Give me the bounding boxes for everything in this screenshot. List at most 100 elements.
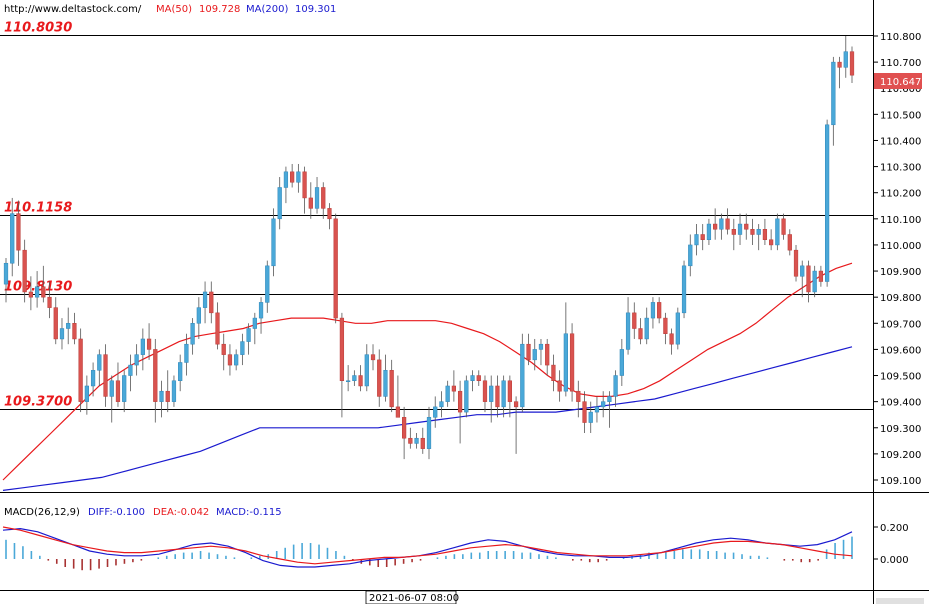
candle-body	[526, 343, 531, 361]
candle	[812, 265, 817, 298]
candle	[619, 338, 624, 386]
candle-body	[252, 317, 257, 329]
candle-body	[594, 406, 600, 413]
candle-body	[414, 437, 419, 444]
candle	[725, 208, 730, 235]
candle	[688, 234, 693, 277]
candle	[843, 36, 848, 78]
candle-body	[389, 370, 394, 408]
candle-body	[619, 349, 624, 376]
candle	[719, 213, 724, 240]
candle	[588, 401, 593, 433]
candle-body	[339, 317, 345, 382]
candle	[265, 260, 270, 313]
candle-body	[719, 218, 724, 230]
candle-body	[308, 197, 313, 209]
candle	[196, 297, 201, 339]
candle	[532, 338, 537, 371]
candle	[433, 396, 438, 428]
candle	[90, 362, 96, 397]
candle	[78, 328, 83, 413]
candle-body	[402, 417, 407, 439]
candle	[762, 218, 768, 245]
candle	[638, 318, 643, 345]
candles	[3, 36, 855, 460]
candle	[47, 281, 52, 319]
candle	[482, 375, 488, 413]
candle	[451, 370, 456, 402]
candle	[271, 208, 276, 277]
macd-tick-label: 0.200	[880, 523, 909, 534]
candle	[346, 365, 351, 392]
candle	[414, 432, 419, 449]
macd-diff: DIFF:-0.100	[88, 507, 145, 518]
candle	[97, 349, 102, 386]
candle	[818, 265, 824, 287]
candle	[115, 362, 121, 407]
candle-body	[849, 51, 855, 76]
candle-body	[688, 244, 693, 267]
price-tick-label: 109.700	[880, 319, 921, 330]
price-tick-label: 110.700	[880, 58, 921, 69]
candle	[669, 328, 674, 355]
candle-body	[694, 234, 699, 246]
candle-body	[196, 307, 201, 324]
candle	[694, 224, 699, 256]
candle	[700, 224, 705, 251]
candle-body	[364, 354, 369, 387]
candle-body	[445, 385, 450, 402]
source-url[interactable]: http://www.deltastock.com/	[4, 4, 142, 15]
scrollbar-thumb[interactable]	[876, 598, 924, 604]
candle	[644, 307, 649, 345]
candle-body	[178, 362, 183, 382]
ma50-line	[2, 262, 853, 481]
candle	[538, 338, 544, 366]
candle-body	[750, 229, 755, 235]
candle-body	[713, 223, 718, 230]
candle	[632, 302, 637, 339]
candle	[650, 297, 656, 329]
candle	[806, 260, 811, 303]
macd-title: MACD(26,12,9)	[4, 507, 80, 518]
candle-body	[109, 380, 114, 397]
candle	[84, 375, 89, 415]
candle-body	[302, 171, 307, 199]
candle	[370, 344, 376, 371]
candle	[352, 370, 357, 386]
candle	[10, 197, 15, 277]
candle-body	[806, 265, 811, 293]
candle	[582, 391, 587, 433]
candle-body	[22, 249, 27, 293]
candle	[457, 380, 463, 444]
level-label-0: 110.8030	[4, 21, 72, 36]
price-tick-label: 110.000	[880, 241, 921, 252]
candle	[339, 312, 345, 418]
candle-body	[290, 171, 295, 183]
current-price: 110.647	[880, 77, 921, 88]
candle	[607, 391, 612, 428]
candle-body	[333, 218, 338, 319]
candle-body	[159, 390, 164, 402]
candle-body	[296, 171, 301, 183]
candle-body	[153, 349, 158, 402]
candle-body	[271, 218, 276, 267]
candle-body	[3, 262, 9, 285]
candle	[793, 244, 799, 282]
candle	[750, 218, 755, 245]
candle	[72, 312, 77, 345]
candle-body	[420, 437, 425, 449]
candle	[657, 297, 662, 324]
candle-body	[638, 328, 643, 340]
candle-body	[507, 380, 512, 402]
candle-body	[843, 51, 848, 68]
candle	[601, 391, 606, 418]
candle-body	[731, 229, 736, 235]
candle	[159, 380, 164, 418]
candle-body	[122, 375, 127, 402]
candle-body	[134, 354, 139, 366]
candle	[28, 276, 33, 311]
candle	[731, 218, 736, 251]
candle-body	[582, 401, 587, 423]
candle	[545, 338, 550, 376]
candle-body	[277, 187, 282, 220]
